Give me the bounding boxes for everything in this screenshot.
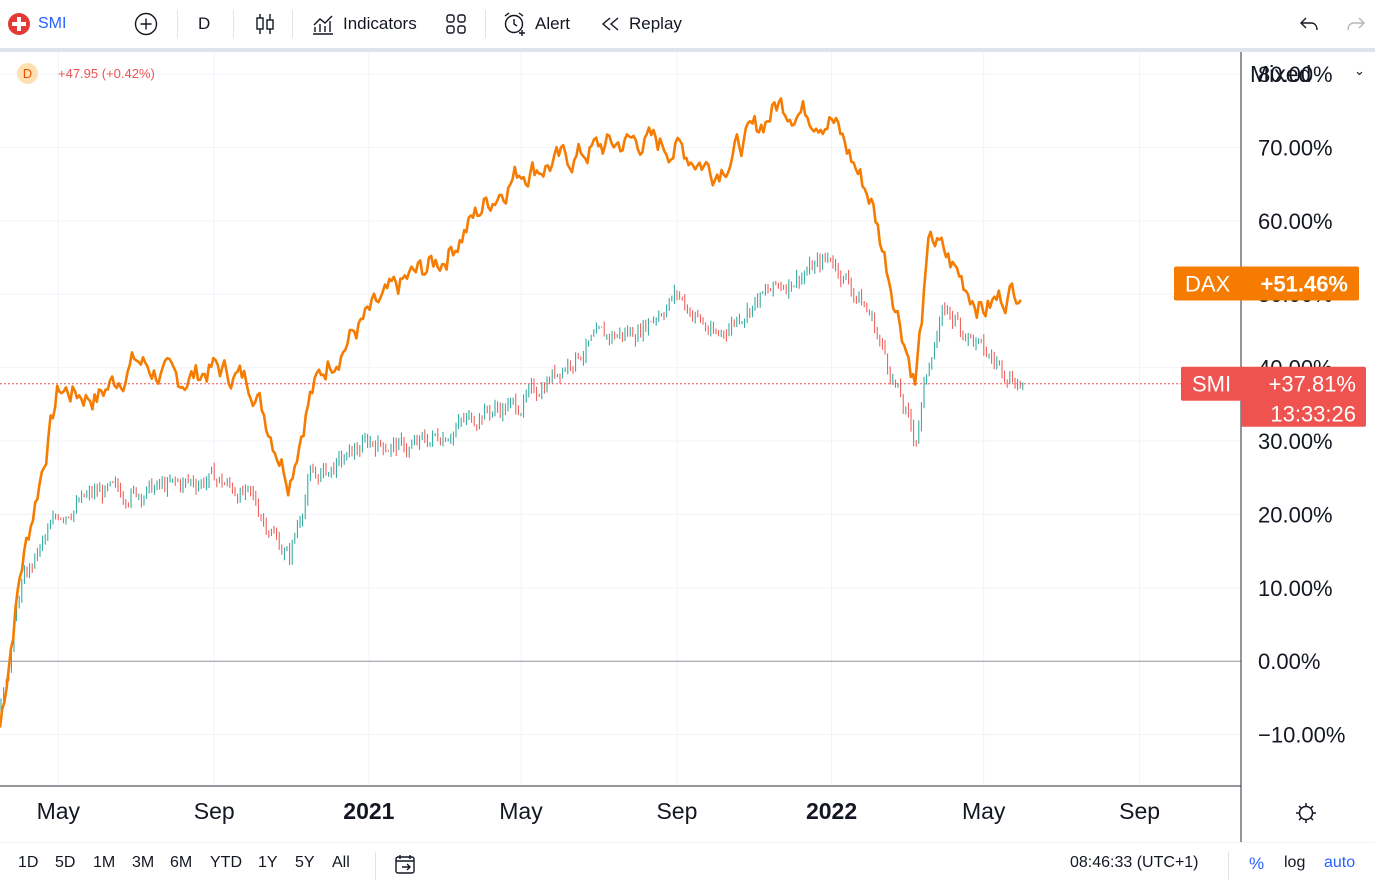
redo-icon xyxy=(1347,17,1365,31)
symbol-label: SMI xyxy=(38,15,67,32)
alert-label: Alert xyxy=(535,14,570,33)
range-6m[interactable]: 6M xyxy=(170,854,193,871)
price-tick-label: 60.00% xyxy=(1258,209,1333,234)
compare-symbol-button[interactable] xyxy=(134,0,158,48)
indicators-button[interactable]: Indicators xyxy=(311,0,417,48)
alert-button[interactable]: Alert xyxy=(502,0,570,48)
time-tick-label: May xyxy=(962,798,1006,824)
price-tick-label: 80.00% xyxy=(1258,62,1333,87)
replay-button[interactable]: Replay xyxy=(600,0,682,48)
time-axis[interactable]: May Sep 2021 May Sep 2022 May Sep xyxy=(37,798,1160,824)
symbol-button[interactable]: SMI xyxy=(8,0,66,48)
grid-icon xyxy=(446,14,466,34)
chart-settings-button[interactable] xyxy=(1296,803,1316,823)
calendar-range-icon xyxy=(395,855,415,874)
chart-area[interactable]: 80.00%70.00%60.00%50.00%40.00%30.00%20.0… xyxy=(0,52,1375,842)
smi-price-tag: SMI +37.81% 13:33:26 xyxy=(1181,366,1366,427)
indicators-label: Indicators xyxy=(343,14,417,33)
undo-icon xyxy=(1300,17,1318,31)
time-tick-label: Sep xyxy=(1119,798,1160,824)
percent-scale-toggle[interactable]: % xyxy=(1249,854,1265,873)
chart-type-button[interactable] xyxy=(254,0,276,48)
interval-button[interactable]: D xyxy=(198,0,210,48)
range-1m[interactable]: 1M xyxy=(93,854,116,871)
smi-tag-countdown: 13:33:26 xyxy=(1270,402,1356,427)
swiss-flag-icon xyxy=(8,13,30,35)
range-1y[interactable]: 1Y xyxy=(258,854,278,871)
log-scale-toggle[interactable]: log xyxy=(1284,854,1306,871)
grid xyxy=(0,52,1241,786)
auto-scale-toggle[interactable]: auto xyxy=(1324,854,1356,871)
interval-badge: D xyxy=(17,63,38,84)
smi-tag-value: +37.81% xyxy=(1269,372,1356,397)
chevron-down-icon: ⌄ xyxy=(1354,63,1365,78)
legend-change: +47.95 (+0.42%) xyxy=(58,66,155,81)
dax-line xyxy=(0,97,1022,728)
toolbar-divider xyxy=(292,10,293,38)
plus-circle-icon xyxy=(134,12,158,36)
toolbar-divider xyxy=(485,10,486,38)
scale-mode-select[interactable]: Mixed ⌄ xyxy=(1250,61,1365,88)
rewind-icon xyxy=(601,17,619,31)
range-all[interactable]: All xyxy=(332,854,350,871)
time-tick-label: 2021 xyxy=(343,798,394,824)
smi-bars xyxy=(0,252,1024,713)
price-tick-label: 70.00% xyxy=(1258,135,1333,160)
bottom-toolbar: 1D 5D 1M 3M 6M YTD 1Y 5Y All 08:46:33 (U… xyxy=(0,842,1375,893)
bottom-divider xyxy=(375,852,376,880)
price-tick-label: 10.00% xyxy=(1258,576,1333,601)
gear-icon xyxy=(1298,805,1314,821)
toolbar-divider xyxy=(177,10,178,38)
go-to-date-button[interactable] xyxy=(394,854,416,881)
time-tick-label: May xyxy=(37,798,81,824)
range-5d[interactable]: 5D xyxy=(55,854,76,871)
top-toolbar: SMI D Indicators Alert Replay xyxy=(0,0,1375,48)
indicators-icon xyxy=(313,15,333,35)
price-tick-label: 0.00% xyxy=(1258,649,1320,674)
candlestick-icon xyxy=(256,14,274,34)
alarm-clock-icon xyxy=(504,12,525,36)
price-tick-label: −10.00% xyxy=(1258,723,1345,748)
scale-mode-label: Mixed xyxy=(1250,61,1312,87)
templates-button[interactable] xyxy=(445,0,467,48)
range-3m[interactable]: 3M xyxy=(132,854,155,871)
price-tick-label: 30.00% xyxy=(1258,429,1333,454)
series-legend: D +47.95 (+0.42%) xyxy=(17,63,155,84)
time-tick-label: Sep xyxy=(656,798,697,824)
price-tick-label: 20.00% xyxy=(1258,502,1333,527)
redo-button[interactable] xyxy=(1345,0,1367,48)
bottom-divider xyxy=(1228,852,1229,880)
time-tick-label: Sep xyxy=(194,798,235,824)
chart-canvas[interactable]: 80.00%70.00%60.00%50.00%40.00%30.00%20.0… xyxy=(0,52,1375,842)
time-tick-label: 2022 xyxy=(806,798,857,824)
range-5y[interactable]: 5Y xyxy=(295,854,315,871)
replay-label: Replay xyxy=(629,14,682,33)
dax-tag-name: DAX xyxy=(1185,272,1231,297)
dax-price-tag: DAX +51.46% xyxy=(1174,266,1359,301)
undo-button[interactable] xyxy=(1298,0,1320,48)
range-1d[interactable]: 1D xyxy=(18,854,39,871)
interval-label: D xyxy=(198,14,211,33)
range-ytd[interactable]: YTD xyxy=(210,854,242,871)
dax-tag-value: +51.46% xyxy=(1261,272,1348,297)
toolbar-separator xyxy=(0,48,1375,52)
toolbar-divider xyxy=(233,10,234,38)
clock[interactable]: 08:46:33 (UTC+1) xyxy=(1070,854,1199,871)
smi-tag-name: SMI xyxy=(1192,372,1231,397)
time-tick-label: May xyxy=(499,798,543,824)
